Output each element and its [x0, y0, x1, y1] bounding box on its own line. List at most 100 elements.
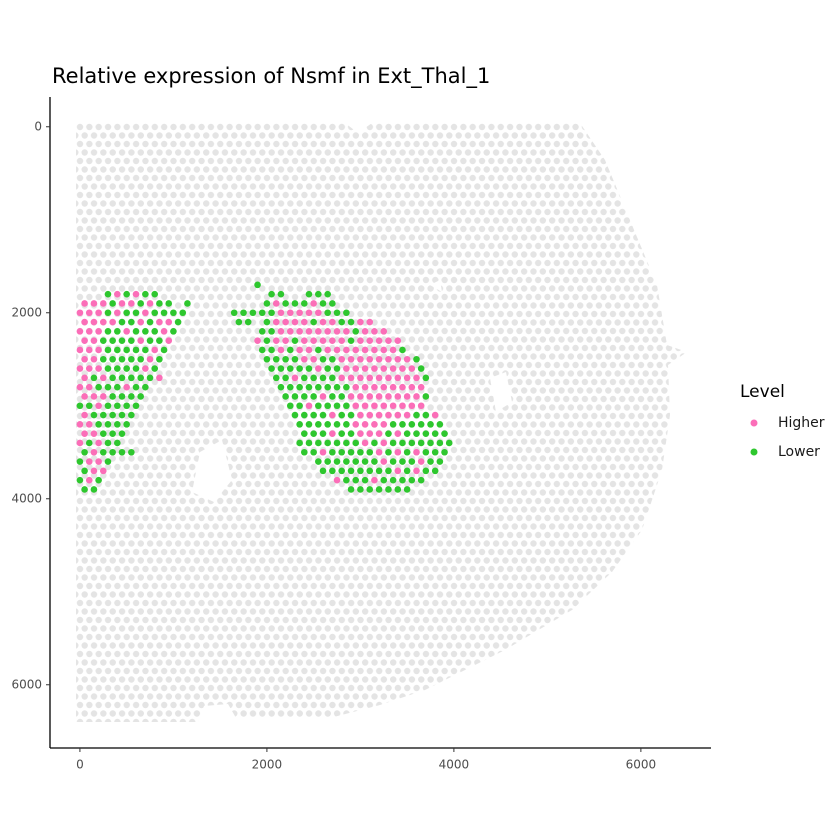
x-tick-label: 2000: [252, 758, 283, 772]
spot: [244, 318, 252, 326]
spot: [343, 383, 350, 391]
legend-swatch: [750, 448, 758, 456]
spot: [282, 393, 289, 400]
spot: [272, 318, 280, 326]
spot: [347, 393, 355, 400]
spot: [128, 448, 135, 456]
spot: [114, 328, 121, 335]
spot: [123, 290, 130, 298]
spot: [333, 383, 341, 391]
spot: [90, 430, 98, 437]
spot: [333, 402, 341, 410]
spot: [118, 374, 126, 382]
spot: [118, 318, 126, 326]
spot: [305, 402, 313, 410]
spot: [347, 486, 355, 493]
spot: [343, 328, 350, 335]
spot: [338, 430, 346, 437]
spot: [343, 346, 350, 354]
spot: [123, 383, 130, 391]
spot: [366, 411, 374, 419]
spot: [296, 365, 303, 372]
spot: [385, 393, 392, 400]
spot: [104, 439, 112, 447]
spot: [305, 421, 313, 428]
spot: [109, 355, 116, 363]
spot: [95, 383, 102, 391]
spot: [272, 374, 280, 382]
spot: [90, 300, 98, 307]
spot: [282, 300, 289, 307]
spot: [375, 374, 383, 382]
spot: [357, 393, 364, 400]
spot: [146, 337, 154, 344]
spot: [137, 355, 144, 363]
spot: [324, 365, 331, 372]
spot: [104, 328, 112, 335]
spot: [371, 439, 378, 447]
spot: [132, 290, 140, 298]
spot: [408, 402, 416, 410]
spot: [319, 430, 327, 437]
spot: [366, 393, 374, 400]
spot: [417, 365, 425, 372]
spot: [128, 300, 135, 307]
spot: [132, 402, 140, 410]
spot: [324, 439, 331, 447]
spot: [156, 300, 163, 307]
spot: [403, 467, 411, 475]
spot: [431, 430, 439, 437]
spot: [123, 328, 130, 335]
spot: [282, 374, 289, 382]
spot: [95, 421, 102, 428]
spot: [142, 365, 149, 372]
spot: [333, 458, 341, 465]
spot: [291, 337, 299, 344]
spot: [399, 439, 406, 447]
spot: [286, 402, 294, 410]
spot: [95, 458, 102, 465]
spot: [319, 448, 327, 456]
spot: [333, 476, 341, 484]
y-tick-label: 6000: [11, 677, 42, 691]
spot: [301, 448, 308, 456]
spot: [347, 355, 355, 363]
spot: [375, 467, 383, 475]
spot: [371, 328, 378, 335]
spot: [76, 476, 84, 484]
spot: [160, 328, 168, 335]
spot: [114, 402, 121, 410]
spot: [99, 374, 107, 382]
spot: [361, 439, 369, 447]
spot: [151, 290, 159, 298]
spot: [338, 393, 346, 400]
spot: [268, 365, 275, 372]
spot: [95, 328, 102, 335]
spot: [352, 346, 360, 354]
spot: [268, 290, 275, 298]
spot: [305, 290, 313, 298]
spot: [123, 421, 130, 428]
spot: [109, 374, 116, 382]
spot: [389, 476, 397, 484]
spot: [296, 309, 303, 317]
spot: [324, 309, 331, 317]
spot: [123, 309, 130, 317]
spot: [333, 309, 341, 317]
spot: [431, 411, 439, 419]
spot: [272, 337, 280, 344]
spot: [352, 328, 360, 335]
spot: [371, 383, 378, 391]
spot: [315, 402, 322, 410]
spot: [296, 402, 303, 410]
spot: [343, 365, 350, 372]
spot: [151, 328, 159, 335]
spot: [296, 383, 303, 391]
spot: [128, 411, 135, 419]
spot: [296, 346, 303, 354]
spot: [417, 458, 425, 465]
spot: [366, 467, 374, 475]
spot: [431, 467, 439, 475]
spot: [95, 402, 102, 410]
spot: [81, 318, 88, 326]
